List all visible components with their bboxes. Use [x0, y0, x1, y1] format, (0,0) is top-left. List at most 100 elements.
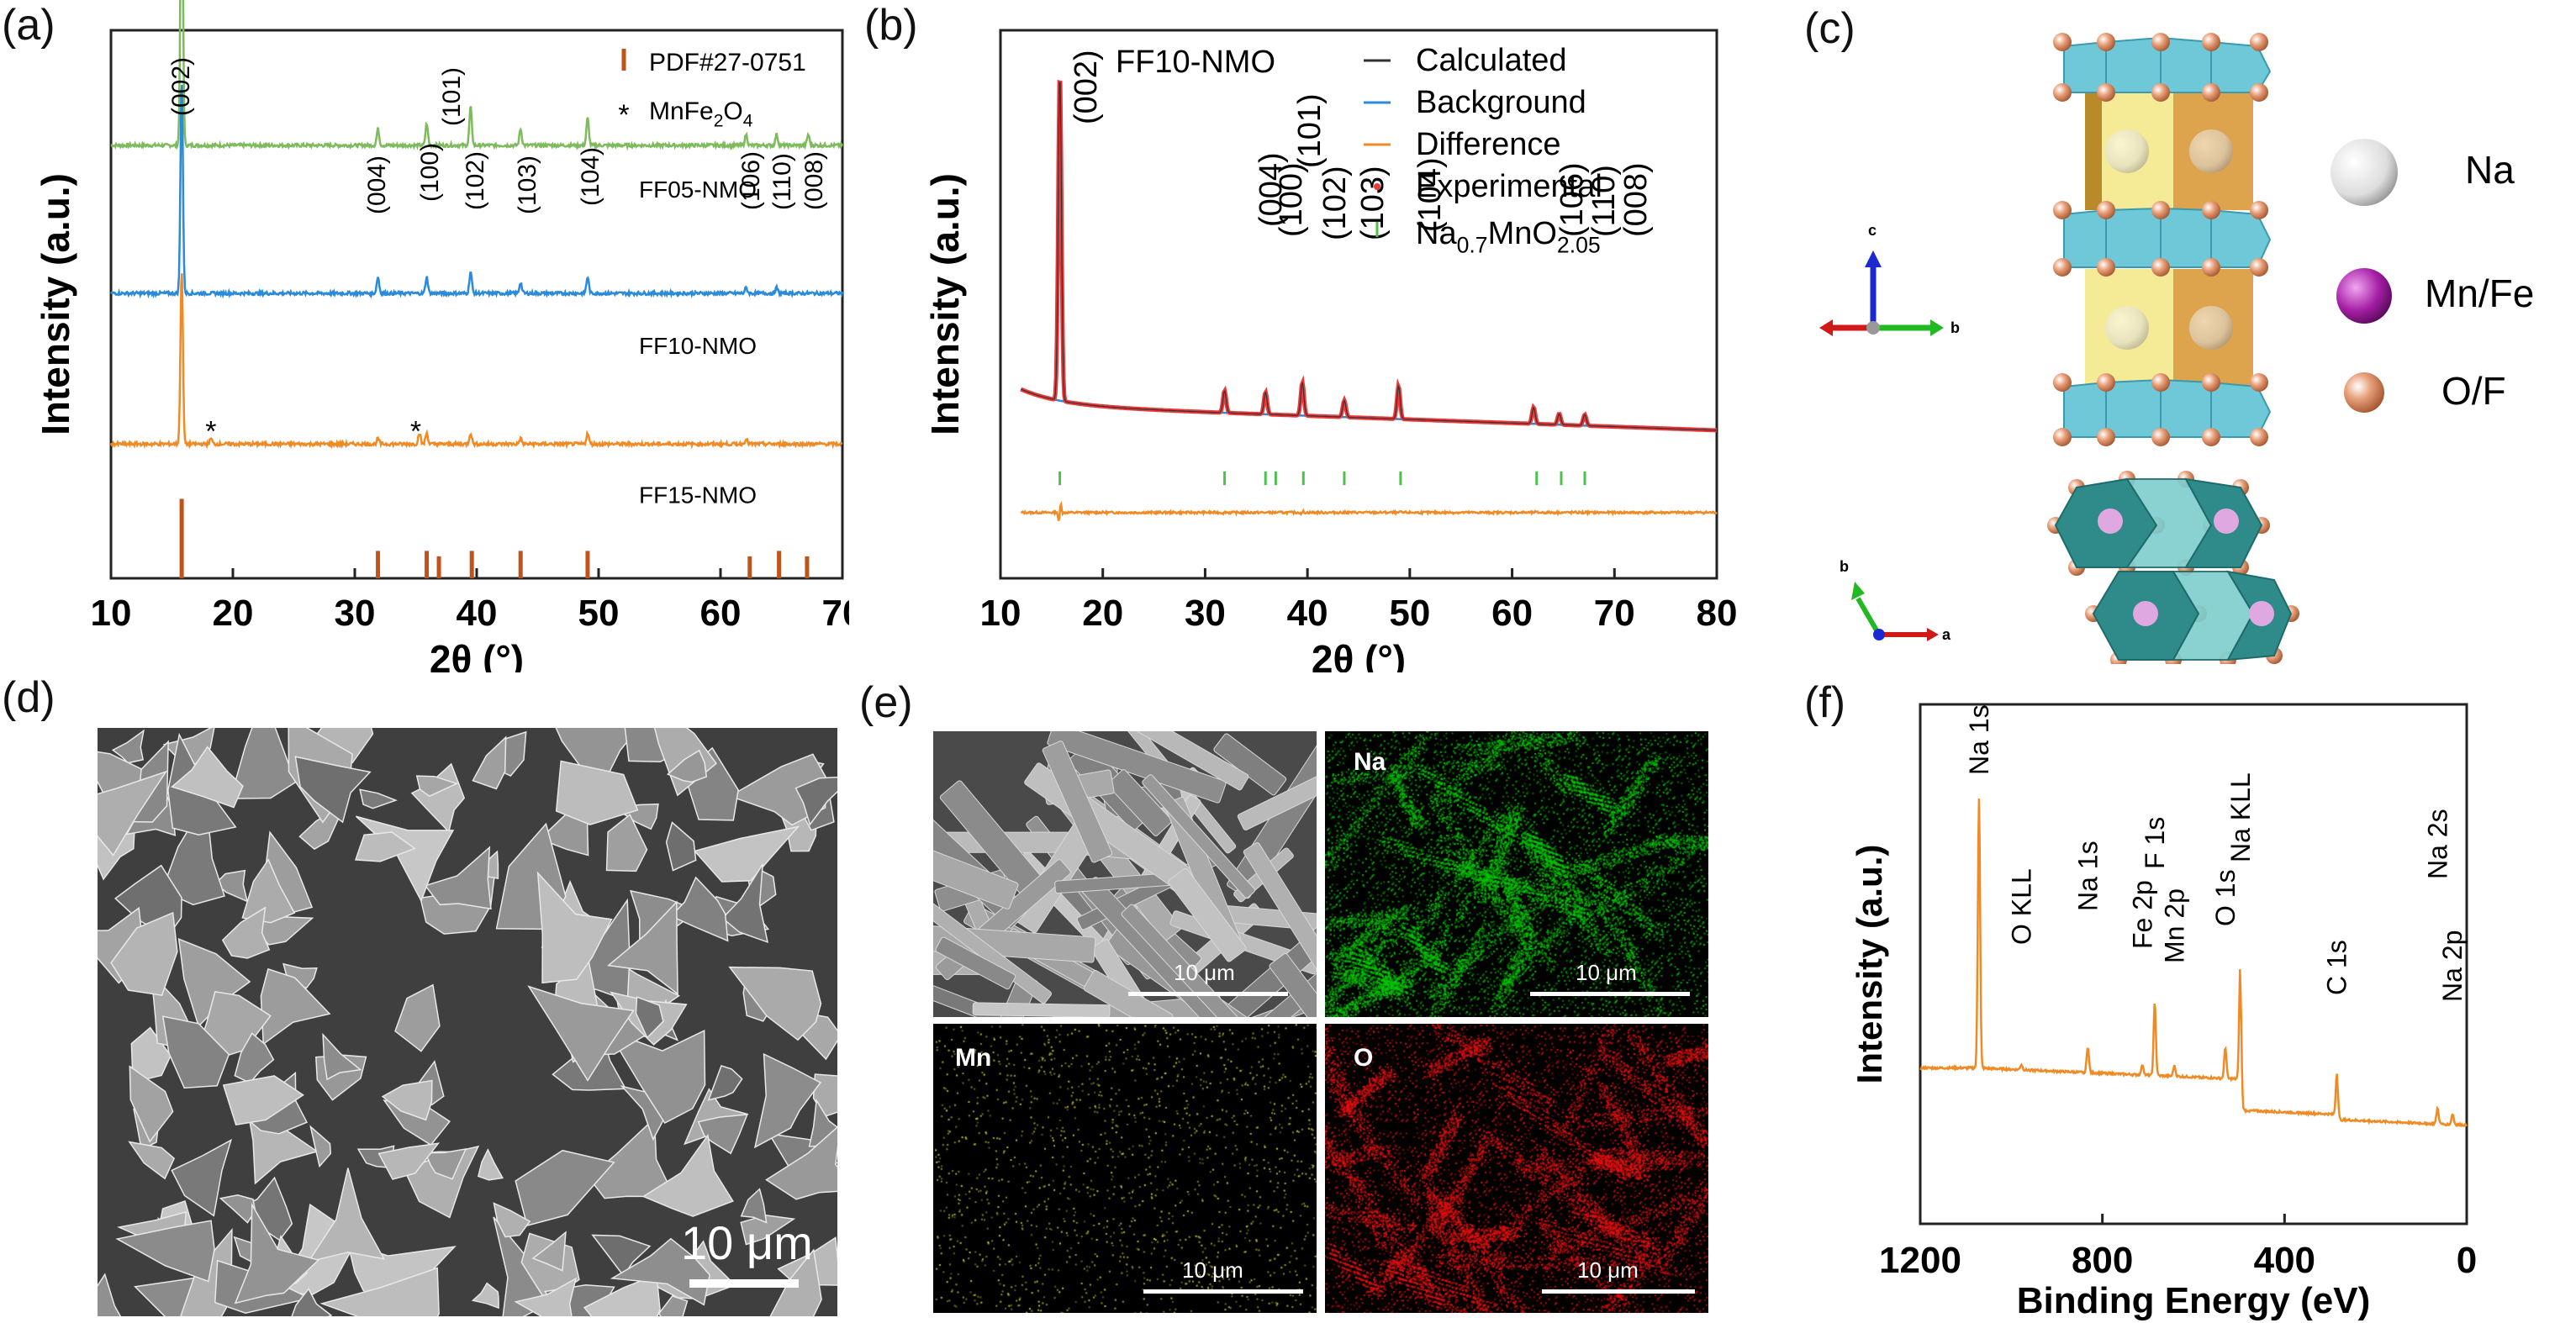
peak-index-label: (102) [462, 151, 489, 210]
axis-c-label: c [1868, 222, 1877, 239]
peak-index-label: (002) [1069, 50, 1104, 124]
o-atom [2151, 258, 2170, 277]
x-axis-label: 2θ (°) [1312, 637, 1406, 672]
o-atom [2053, 428, 2072, 446]
x-axis-label: 2θ (°) [430, 637, 524, 672]
x-tick-label: 50 [1389, 593, 1430, 634]
mn-map-scalebar-line [1143, 1289, 1303, 1294]
o-atom [2053, 33, 2072, 51]
axes-gizmo-bottom: b a [1840, 558, 1951, 643]
xrd-pattern-line [109, 84, 844, 299]
plot-frame [999, 29, 1718, 580]
sem-particle [670, 876, 729, 942]
sem-rod [1269, 952, 1317, 1017]
sem-particle [309, 1125, 332, 1168]
sem-particle [477, 1148, 504, 1181]
o-atom [2097, 83, 2115, 102]
mn-map-scalebar-label: 10 μm [1182, 1257, 1243, 1283]
sem-rod [1047, 731, 1227, 804]
sem-particle [294, 756, 372, 824]
peak-index-label: (103) [514, 155, 541, 214]
peak-index-label: (104) [1412, 157, 1448, 232]
sem-rod [972, 1002, 1111, 1017]
scalebar-line [689, 1279, 799, 1288]
o-atom [2151, 428, 2170, 446]
sem-particle [635, 996, 664, 1039]
scalebar-label: 10 μm [681, 1216, 813, 1269]
peak-assignment-label: Na 2s [2422, 809, 2452, 879]
peak-assignment-label: Na 2p [2437, 930, 2468, 1002]
o-atom [2097, 373, 2115, 392]
mn-fe-legend-sphere [2336, 268, 2392, 324]
sem-particle [610, 1237, 710, 1306]
sem-particle [707, 1064, 743, 1101]
x-tick-label: 0 [2457, 1240, 2477, 1281]
o-atom [2053, 258, 2072, 277]
peak-index-label: (008) [1618, 162, 1654, 237]
legend-label: Difference [1416, 127, 1561, 162]
axes-gizmo-top: c a b [1819, 222, 1960, 336]
sem-particle [234, 1202, 320, 1305]
sem-particle [288, 1288, 333, 1316]
peak-assignment-label: Na KLL [2225, 772, 2256, 862]
legend-impurity-marker: * [618, 99, 629, 131]
sem-rod [1168, 867, 1247, 962]
experimental-points-line [1020, 80, 1718, 433]
sem-particle [383, 1099, 451, 1146]
peak-assignment-label: O 1s [2210, 869, 2241, 926]
mn-map-label: Mn [955, 1044, 992, 1072]
axis-b-label-bottom: b [1840, 558, 1849, 575]
legend-reference-label: PDF#27-0751 [649, 49, 806, 76]
peak-assignment-label: Na 1s [2072, 841, 2103, 911]
na-map-scalebar-label: 10 μm [1576, 960, 1637, 985]
sem-particle [359, 788, 398, 809]
peak-assignment-label: C 1s [2322, 940, 2352, 995]
panel-label-d: (d) [2, 673, 55, 722]
sem-particle [472, 735, 507, 790]
o-atom [2250, 373, 2268, 392]
o-map-canvas [1325, 1024, 1708, 1313]
series-name-label: FF05-NMO [639, 177, 757, 203]
o-atom [2097, 428, 2115, 446]
sem-rod [1243, 842, 1317, 999]
o-map-scalebar-label: 10 μm [1577, 1257, 1639, 1283]
y-axis-label: Intensity (a.u.) [1850, 845, 1889, 1084]
o-atom [2250, 428, 2268, 446]
sem-particle [98, 1273, 136, 1316]
legend-label: Background [1416, 85, 1586, 120]
na-legend-sphere [2331, 139, 2398, 206]
panel-label-a: (a) [2, 1, 55, 50]
mn-fe-legend-label: Mn/Fe [2425, 271, 2534, 315]
sem-particle [319, 1267, 440, 1316]
o-atom [2097, 201, 2115, 219]
panel-label-e: (e) [859, 678, 913, 727]
o-atom [2097, 33, 2115, 51]
eds-map-na: Na 10 μm [1325, 731, 1708, 1017]
x-tick-label: 80 [1697, 593, 1738, 634]
eds-sem-scalebar-label: 10 μm [1174, 960, 1235, 985]
o-map-scalebar-line [1542, 1289, 1695, 1294]
peak-index-label: (100) [416, 143, 444, 202]
impurity-marker: * [410, 415, 421, 447]
sem-particle [666, 749, 708, 783]
series-name-label: FF10-NMO [639, 333, 757, 359]
sem-particle [410, 762, 466, 833]
sem-particle [697, 1114, 749, 1155]
sem-rod [1066, 731, 1249, 791]
sem-particle [424, 846, 492, 910]
eds-sem-image: 10 μm [933, 731, 1317, 1017]
peak-assignment-label: Fe 2p [2127, 880, 2157, 949]
sem-particle [241, 858, 296, 924]
x-tick-label: 60 [700, 593, 742, 634]
sem-particle [377, 1142, 441, 1180]
sem-particle [322, 1032, 362, 1081]
sem-particle [493, 1202, 531, 1238]
o-atom [2053, 373, 2072, 392]
sem-particle [555, 760, 639, 825]
crystal-structure: c a b b a Na Mn/Fe O/F [1819, 33, 2534, 664]
sem-rod [933, 825, 1019, 909]
sem-particle [794, 775, 837, 826]
sem-particle [234, 1032, 275, 1084]
sem-particle [161, 1015, 230, 1089]
o-atom [2151, 373, 2170, 392]
